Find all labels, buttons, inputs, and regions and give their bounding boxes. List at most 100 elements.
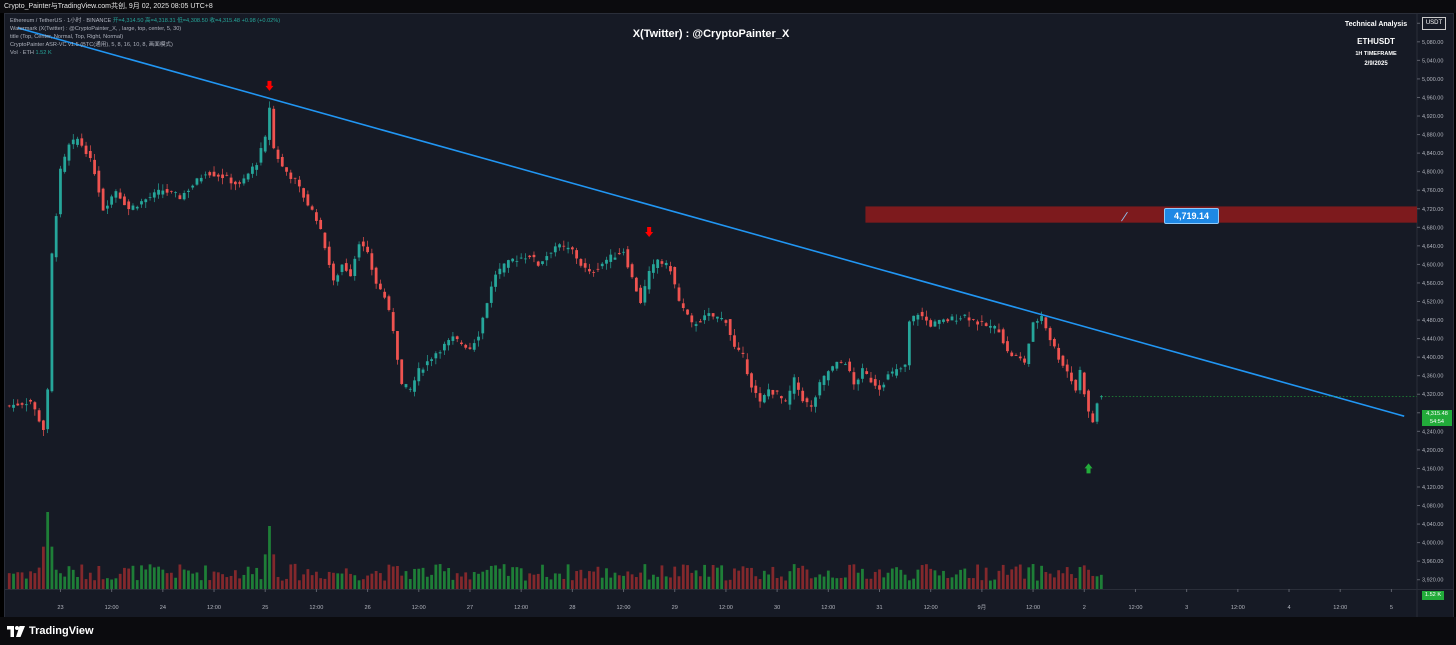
volume-bar <box>942 570 945 589</box>
candle <box>174 192 178 194</box>
volume-bar <box>374 570 378 589</box>
legend-asr-indicator[interactable]: CryptoPainter ASR-VC v1.5 (BTC(通用), 5, 8… <box>10 42 173 49</box>
time-axis-label: 12:00 <box>412 605 426 611</box>
volume-bar <box>634 577 638 589</box>
tradingview-logo[interactable]: TradingView <box>7 624 94 638</box>
volume-bar <box>588 571 591 589</box>
volume-bar <box>677 576 681 589</box>
legend-volume-label[interactable]: Vol · ETH <box>10 50 34 57</box>
volume-bar <box>698 576 702 589</box>
volume-bar <box>285 578 288 589</box>
volume-bar <box>340 573 344 589</box>
volume-bar <box>216 572 220 589</box>
candle <box>229 177 233 184</box>
price-callout: 4,719.14 <box>1164 208 1219 224</box>
volume-bar <box>46 512 50 589</box>
resistance-zone <box>865 206 1417 223</box>
volume-bar <box>562 578 566 589</box>
volume-bar <box>16 572 20 589</box>
volume-bar <box>592 571 596 589</box>
candlestick-chart[interactable]: 3,920.00 3,960.00 4,000.00 4,040.00 4,080.00… <box>5 14 1453 617</box>
candle <box>67 144 71 161</box>
candle <box>1099 396 1103 398</box>
candle <box>80 138 84 146</box>
chart-pane[interactable]: 3,920.00 3,960.00 4,000.00 4,040.00 4,080.00… <box>4 13 1454 618</box>
candle <box>263 136 267 152</box>
candle <box>882 384 886 388</box>
candle <box>822 375 826 385</box>
candle <box>784 400 788 402</box>
candle <box>843 364 847 366</box>
candle <box>933 321 937 327</box>
candle <box>280 157 284 167</box>
candle <box>818 382 822 396</box>
volume-bar <box>762 570 766 589</box>
candle <box>1057 347 1061 360</box>
candle <box>199 177 203 182</box>
candle <box>12 404 15 408</box>
candle <box>242 178 246 184</box>
candle <box>873 379 877 386</box>
candle <box>865 371 869 374</box>
legend-title-indicator[interactable]: title (Top, Center, Normal, Top, Right, … <box>10 34 124 41</box>
candle <box>707 313 711 316</box>
arrow-up-icon <box>1084 463 1093 474</box>
volume-bar <box>707 576 711 589</box>
candle <box>959 318 962 320</box>
candle <box>144 199 148 203</box>
legend-watermark-indicator[interactable]: Watermark (X(Twitter) : @CryptoPainter_X… <box>10 26 182 33</box>
candle <box>711 313 715 317</box>
volume-bar <box>455 573 459 589</box>
candle <box>989 325 992 328</box>
volume-bar <box>549 579 553 589</box>
volume-bar <box>647 579 651 589</box>
volume-bar <box>1065 567 1069 589</box>
candle <box>165 189 169 193</box>
volume-bar <box>84 579 88 589</box>
candle <box>105 205 109 209</box>
candle <box>357 244 361 258</box>
candle <box>886 374 890 380</box>
legend-symbol[interactable]: Ethereum / TetherUS · 1小时 · BINANCE <box>10 18 112 24</box>
volume-bar <box>1078 567 1082 589</box>
candle <box>801 390 805 402</box>
volume-bar <box>67 566 71 589</box>
time-axis-label: 3 <box>1185 605 1188 611</box>
candle <box>1001 329 1005 344</box>
volume-bar <box>438 564 442 589</box>
candle <box>498 268 502 275</box>
volume-bar <box>212 571 216 589</box>
volume-bar <box>579 569 583 589</box>
time-axis-label: 12:00 <box>821 605 835 611</box>
price-axis-label: 4,440.00 <box>1422 337 1443 343</box>
volume-bar <box>289 564 293 589</box>
volume-bar <box>178 564 182 589</box>
candle <box>140 201 143 205</box>
volume-bar <box>558 573 561 589</box>
candle <box>221 174 224 179</box>
candle <box>767 389 770 397</box>
volume-bar <box>758 579 762 589</box>
candle <box>716 316 719 319</box>
volume-bar <box>596 566 600 589</box>
time-axis-label: 12:00 <box>309 605 323 611</box>
candle <box>1078 369 1082 391</box>
candle <box>131 205 135 210</box>
volume-bar <box>1006 574 1009 589</box>
volume-bar <box>404 571 408 589</box>
candle <box>84 145 88 154</box>
volume-bar <box>101 579 105 589</box>
volume-bar <box>775 577 779 589</box>
currency-selector[interactable]: USDT <box>1422 17 1446 30</box>
volume-bar <box>566 564 570 589</box>
volume-bar <box>421 567 425 589</box>
price-axis-label: 4,880.00 <box>1422 133 1443 139</box>
volume-bar <box>613 572 617 589</box>
candle <box>664 262 668 266</box>
candle <box>255 165 259 170</box>
candle <box>417 368 421 382</box>
candle <box>524 258 527 260</box>
volume-bar <box>916 569 920 589</box>
price-axis-label: 4,680.00 <box>1422 225 1443 231</box>
candle <box>349 269 352 277</box>
